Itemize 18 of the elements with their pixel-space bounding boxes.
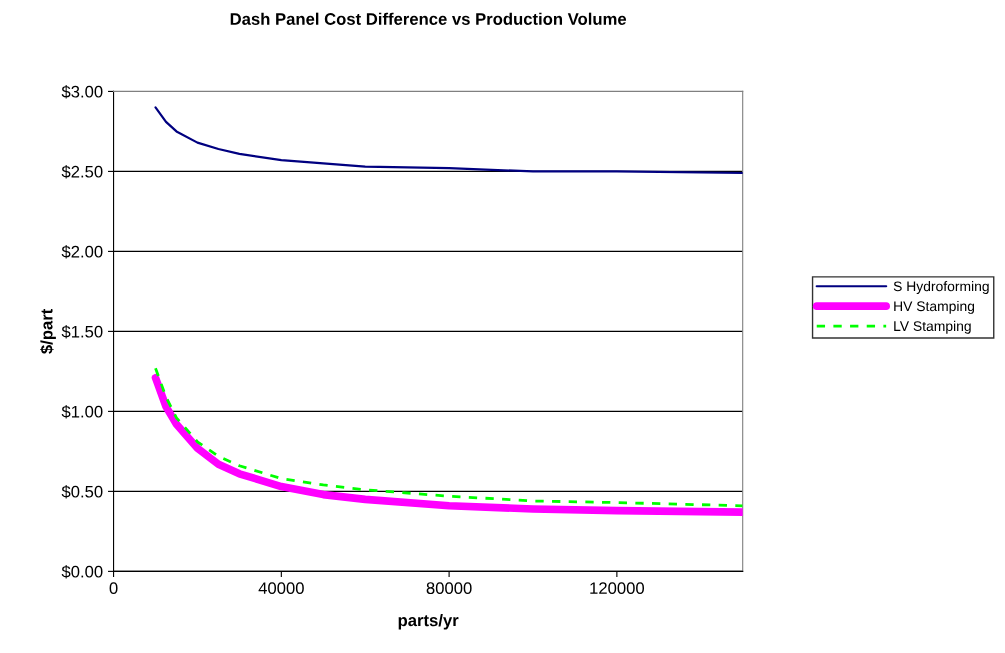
x-tick-label: 120000 bbox=[590, 582, 645, 595]
chart-title: Dash Panel Cost Difference vs Production Volume bbox=[230, 12, 627, 25]
line-series bbox=[154, 106, 743, 175]
legend-label: S Hydroforming bbox=[893, 281, 989, 294]
x-tick-label: 0 bbox=[109, 582, 118, 595]
x-tick-label: 40000 bbox=[258, 582, 304, 595]
y-tick-label: $1.00 bbox=[61, 405, 103, 419]
x-tick-label: 80000 bbox=[426, 582, 472, 595]
x-axis-title: parts/yr bbox=[398, 613, 459, 630]
y-tick-label: $1.50 bbox=[61, 325, 103, 339]
legend-label: HV Stamping bbox=[894, 300, 975, 314]
y-tick-label: $0.00 bbox=[61, 565, 103, 579]
y-tick-label: $2.00 bbox=[61, 245, 103, 259]
y-axis-title: $/part bbox=[40, 308, 56, 354]
y-tick-label: $0.50 bbox=[61, 485, 103, 499]
y-tick-label: $3.00 bbox=[61, 85, 103, 99]
legend-label: LV Stamping bbox=[894, 320, 971, 334]
y-tick-label: $2.50 bbox=[61, 165, 103, 179]
